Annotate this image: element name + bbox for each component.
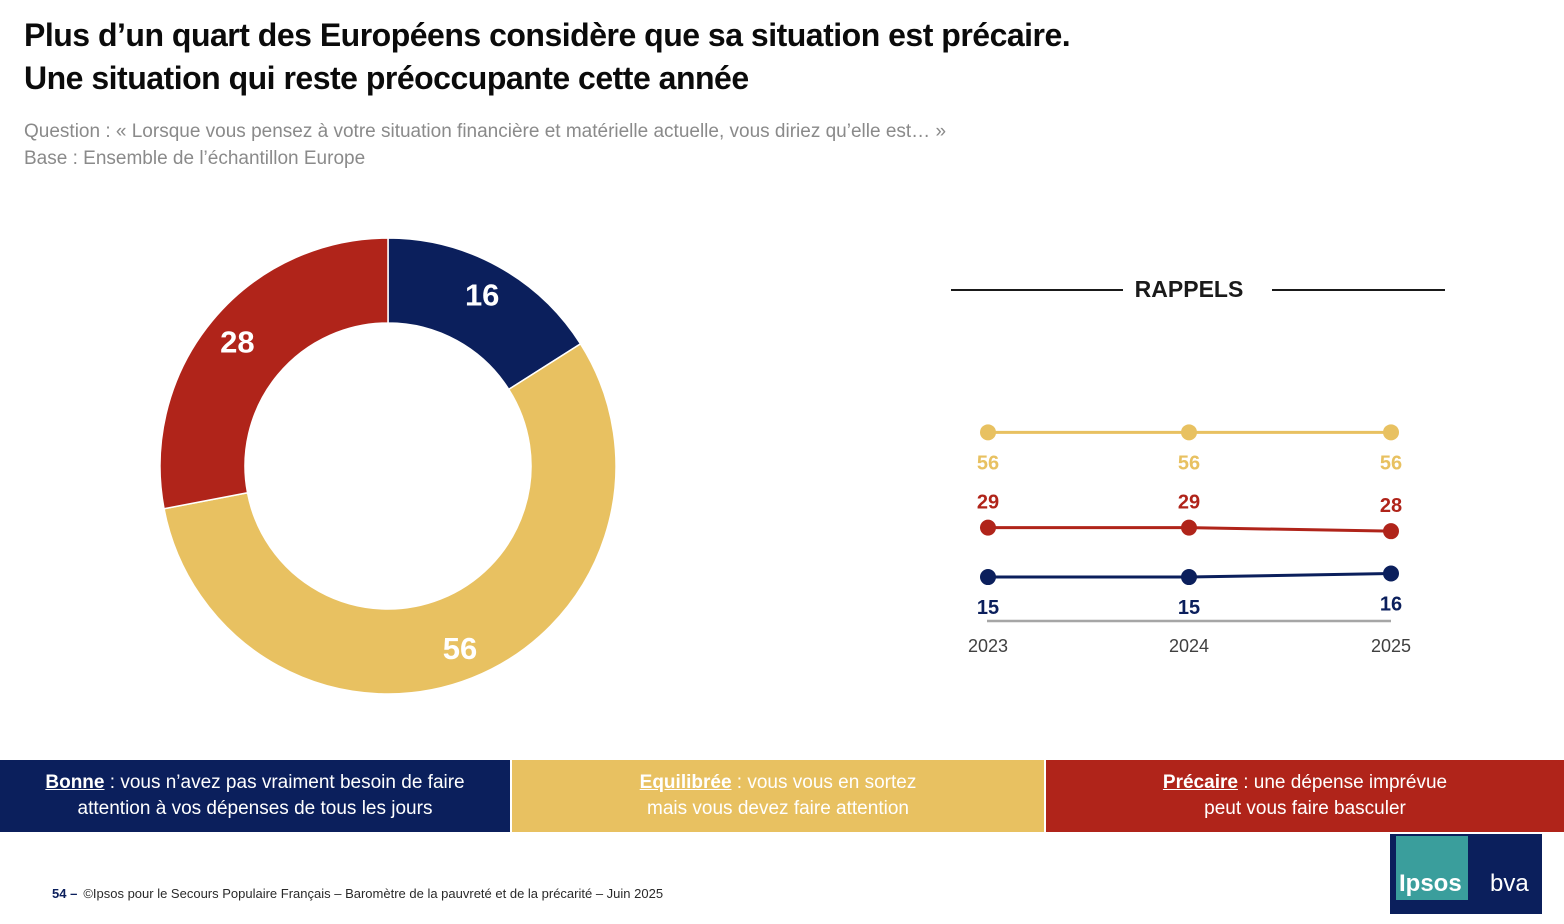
legend-precaire-term: Précaire [1162, 772, 1238, 793]
legend-bonne-term: Bonne [45, 772, 105, 793]
donut-slice-précaire [159, 237, 389, 510]
point-bonne-2024 [1181, 569, 1197, 586]
label-precaire-2023: 29 [977, 492, 999, 514]
legend-equilibree-term: Equilibrée [639, 772, 732, 793]
label-bonne-2024: 15 [1178, 597, 1200, 619]
label-bonne-2025: 16 [1380, 594, 1402, 616]
donut-label-bonne: 16 [465, 278, 499, 313]
footer-text: ©Ipsos pour le Secours Populaire Françai… [83, 886, 664, 901]
donut-label-précaire: 28 [220, 324, 254, 359]
point-bonne-2025 [1383, 565, 1399, 582]
x-tick-2023: 2023 [968, 636, 1008, 656]
label-equilibree-2023: 56 [977, 452, 999, 474]
ipsos-logo-box [1396, 836, 1468, 900]
x-tick-2024: 2024 [1169, 636, 1209, 656]
label-bonne-2023: 15 [977, 597, 999, 619]
question-text: Question : « Lorsque vous pensez à votre… [24, 121, 947, 142]
page-title: Plus d’un quart des Européens considère … [24, 14, 1071, 100]
legend-equilibree: Equilibrée : vous vous en sortez mais vo… [512, 760, 1044, 832]
point-bonne-2023 [980, 569, 996, 586]
legend-bonne-desc-2: attention à vos dépenses de tous les jou… [77, 798, 433, 819]
legend-equilibree-desc-1: : vous vous en sortez [731, 772, 917, 793]
rappels-title: RAPPELS [1135, 276, 1244, 302]
label-precaire-2024: 29 [1178, 492, 1200, 514]
point-equilibree-2023 [980, 424, 996, 441]
legend-precaire-desc-1: : une dépense imprévue [1237, 772, 1448, 793]
trend-chart: RAPPELS 2023 2024 2025 56 56 56 29 29 28 15 15 16 [951, 276, 1445, 656]
ipsos-logo-text: Ipsos [1399, 870, 1462, 897]
bva-logo-text: bva [1490, 870, 1529, 897]
donut-slice-equilibrée [163, 342, 617, 695]
label-equilibree-2025: 56 [1380, 452, 1402, 474]
point-equilibree-2024 [1181, 424, 1197, 441]
footer: 54 – ©Ipsos pour le Secours Populaire Fra… [52, 886, 663, 901]
title-line-2: Une situation qui reste préoccupante cet… [24, 60, 749, 96]
donut-chart: 16 56 28 [159, 237, 617, 695]
point-precaire-2024 [1181, 519, 1197, 536]
legend-bonne: Bonne : vous n’avez pas vraiment besoin … [0, 760, 510, 832]
ipsos-bva-logo: Ipsos bva [1390, 834, 1542, 914]
page-number: 54 – [52, 886, 78, 901]
base-text: Base : Ensemble de l’échantillon Europe [24, 148, 366, 169]
x-tick-2025: 2025 [1371, 636, 1411, 656]
legend-equilibree-desc-2: mais vous devez faire attention [647, 798, 909, 819]
title-line-1: Plus d’un quart des Européens considère … [24, 17, 1071, 53]
label-precaire-2025: 28 [1380, 495, 1402, 517]
legend-precaire-desc-2: peut vous faire basculer [1204, 798, 1406, 819]
donut-label-equilibrée: 56 [443, 631, 477, 666]
legend-bonne-desc-1: : vous n’avez pas vraiment besoin de fai… [104, 772, 465, 793]
point-precaire-2025 [1383, 523, 1399, 540]
point-precaire-2023 [980, 519, 996, 536]
point-equilibree-2025 [1383, 424, 1399, 441]
label-equilibree-2024: 56 [1178, 452, 1200, 474]
legend-precaire: Précaire : une dépense imprévue peut vou… [1046, 760, 1564, 832]
subtitle: Question : « Lorsque vous pensez à votre… [24, 118, 946, 172]
